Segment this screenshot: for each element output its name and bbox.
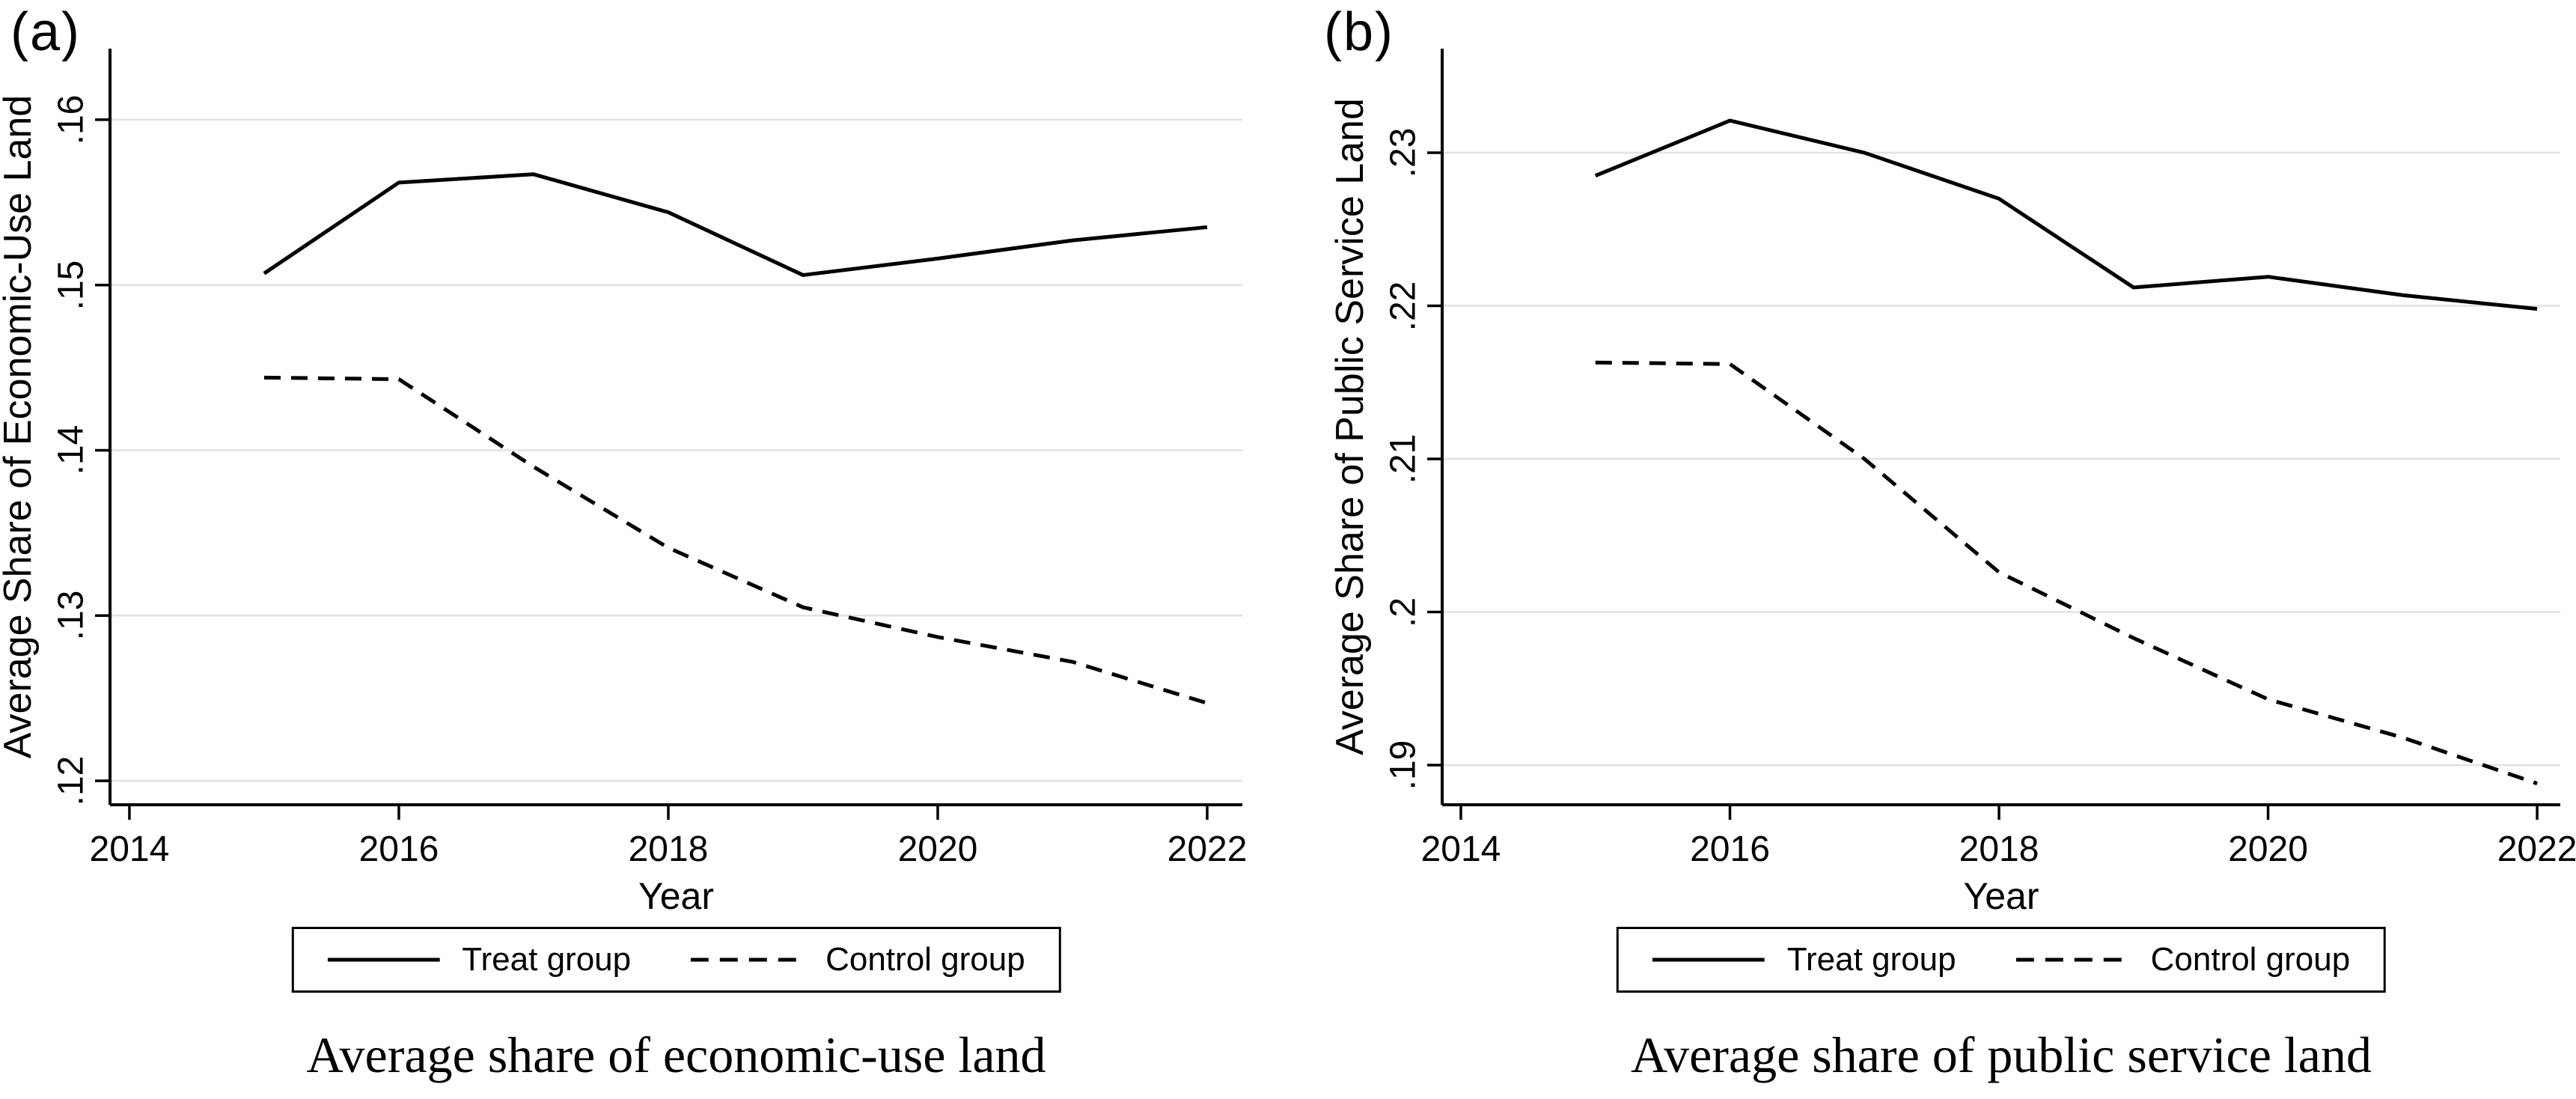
x-tick-label: 2014 [1420, 829, 1501, 869]
treat-solid-line-sample [1652, 958, 1765, 962]
y-tick-label: .21 [1383, 433, 1423, 484]
y-tick-label: .19 [1383, 740, 1423, 791]
y-axis-title-b: Average Share of Public Service Land [1328, 98, 1372, 755]
control-group-line [263, 375, 1208, 705]
chart-b-svg [1427, 49, 2560, 820]
caption-a: Average share of economic-use land [306, 1026, 1046, 1083]
legend-entry-control: Control group [691, 941, 1025, 978]
panel-b-letter: (b) [1324, 2, 1394, 62]
control-dashed-line-sample [691, 958, 804, 962]
treat-group-line [263, 172, 1208, 277]
x-tick-label: 2020 [2228, 829, 2308, 869]
y-tick-label: .12 [51, 755, 91, 806]
panel-a-letter: (a) [10, 2, 81, 62]
legend-b: Treat group Control group [1616, 927, 2387, 993]
x-tick-label: 2014 [89, 829, 170, 869]
panel-a: (a) Average Share of Economic-Use Land Y… [0, 2, 1248, 1083]
legend-label-control: Control group [825, 941, 1025, 978]
x-tick-label: 2022 [2497, 829, 2576, 869]
x-tick-label: 2020 [897, 829, 978, 869]
caption-b: Average share of public service land [1631, 1026, 2372, 1083]
y-tick-label: .22 [1383, 281, 1423, 331]
legend-a: Treat group Control group [291, 927, 1061, 993]
treat-group-line [1594, 118, 2538, 311]
y-axis-title-a: Average Share of Economic-Use Land [0, 94, 40, 759]
x-tick-label: 2016 [358, 829, 439, 869]
legend-entry-control: Control group [2015, 941, 2351, 978]
x-tick-label: 2016 [1690, 829, 1770, 869]
control-group-line [1595, 360, 2538, 785]
control-dashed-line-sample [2015, 958, 2128, 962]
chart-a-svg [95, 49, 1242, 820]
y-tick-label: .16 [51, 94, 91, 145]
x-tick-label: 2022 [1167, 829, 1248, 869]
treat-solid-line-sample [327, 958, 440, 962]
x-axis-title-b: Year [1963, 875, 2039, 917]
legend-label-treat: Treat group [462, 941, 632, 978]
x-tick-label: 2018 [628, 829, 709, 869]
legend-label-control: Control group [2150, 941, 2351, 978]
x-axis-title-a: Year [638, 875, 715, 917]
x-tick-label: 2018 [1959, 829, 2039, 869]
panel-b: (b) Average Share of Public Service Land… [1288, 0, 2576, 1099]
legend-entry-treat: Treat group [327, 941, 631, 978]
y-tick-label: .23 [1383, 127, 1423, 178]
y-tick-label: .2 [1383, 597, 1423, 627]
y-tick-label: .14 [51, 425, 91, 475]
y-tick-label: .15 [51, 260, 91, 311]
legend-label-treat: Treat group [1786, 941, 1956, 978]
y-tick-label: .13 [51, 590, 91, 641]
legend-entry-treat: Treat group [1652, 941, 1956, 978]
